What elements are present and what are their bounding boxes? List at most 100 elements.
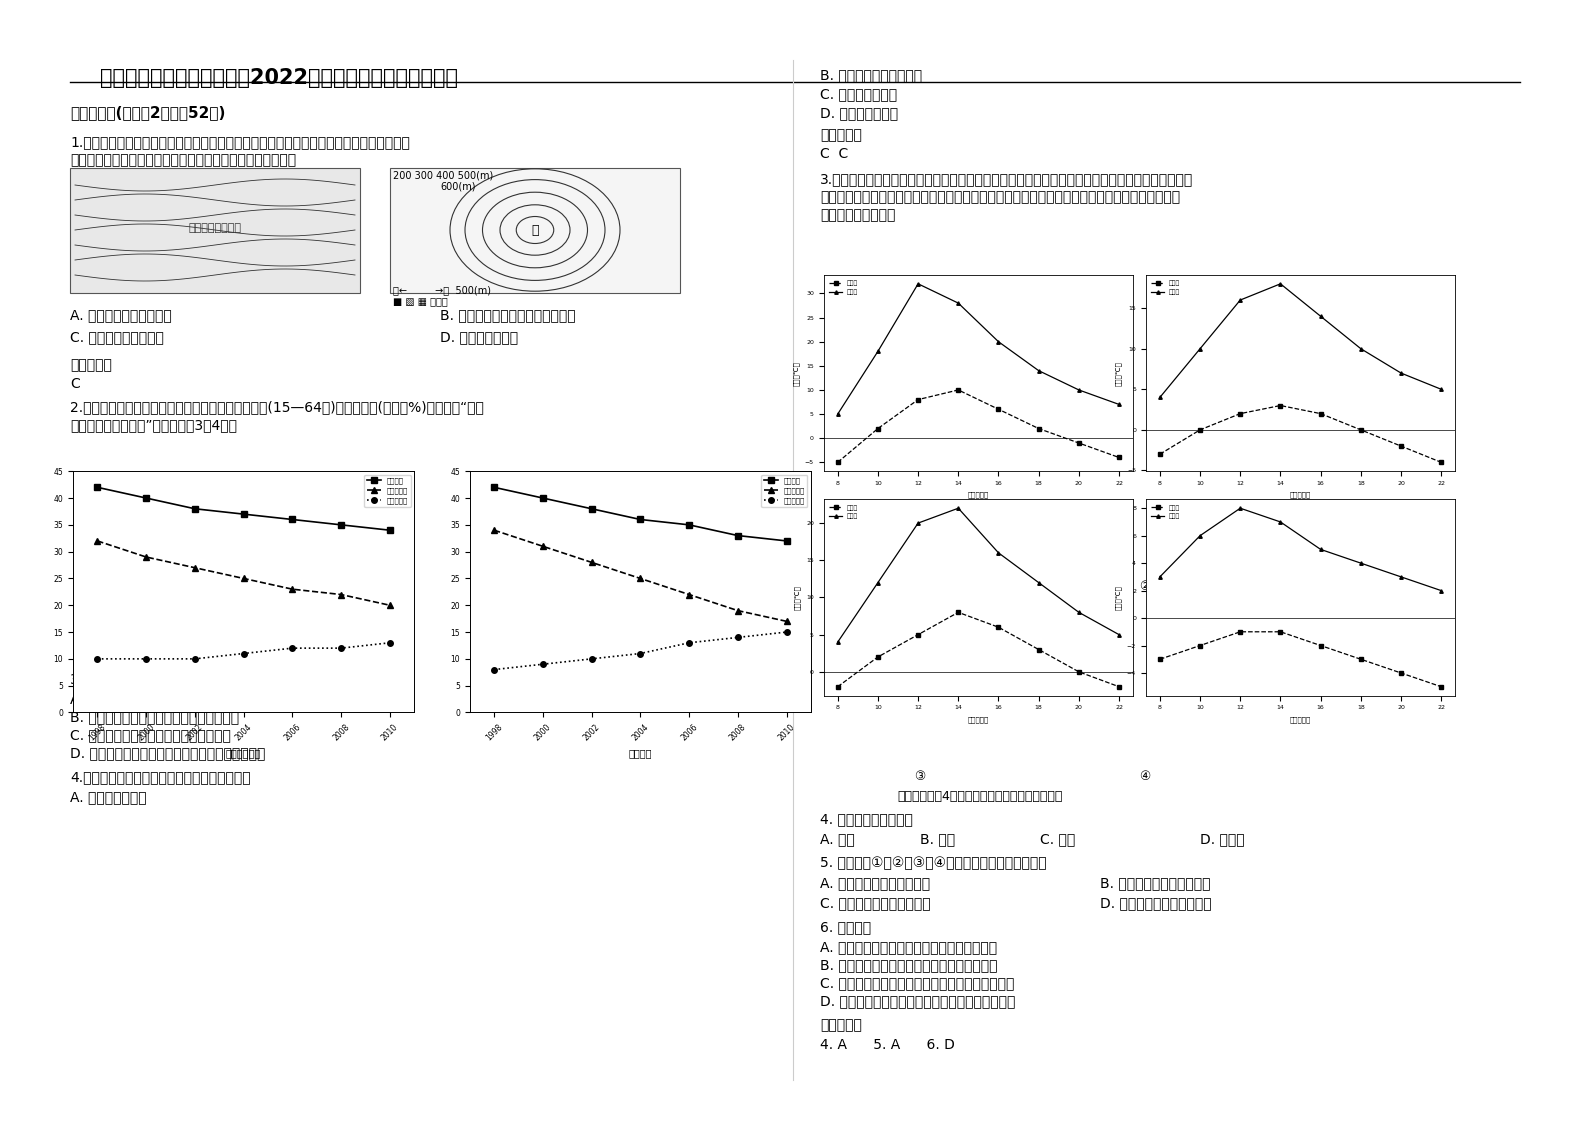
Text: A. 温度条件直接影响温室郁金香的质量和花期: A. 温度条件直接影响温室郁金香的质量和花期 — [820, 940, 997, 954]
Text: 图，完成下列各题。: 图，完成下列各题。 — [820, 208, 895, 222]
Text: A. 全国总抚养比与少儿抚养比总体成正相关: A. 全国总抚养比与少儿抚养比总体成正相关 — [70, 692, 238, 706]
总抚养比 — [728, 528, 747, 542]
温室内 — [1028, 576, 1047, 589]
X-axis label: 时间（时）: 时间（时） — [1290, 716, 1311, 723]
温室外 — [828, 680, 847, 693]
Legend: 总抚养比, 少儿抚养比, 老人抚养比: 总抚养比, 少儿抚养比, 老人抚养比 — [762, 475, 808, 507]
X-axis label: 时间（时）: 时间（时） — [968, 491, 989, 498]
少儿抚养比 — [679, 588, 698, 601]
温室内 — [949, 502, 968, 515]
Text: C: C — [70, 377, 79, 390]
温室外 — [1431, 680, 1451, 693]
Line: 温室内: 温室内 — [1159, 282, 1443, 399]
总抚养比 — [136, 491, 156, 505]
Line: 温室外: 温室外 — [836, 388, 1120, 465]
温室外 — [1392, 440, 1411, 453]
温室内 — [1070, 384, 1089, 397]
温室外 — [1271, 398, 1290, 412]
Text: 2.人口抚养比是区域内非劳动年龄人口数与劳动年龄(15—64岁)人口数之比(单位：%)。下图为“全国: 2.人口抚养比是区域内非劳动年龄人口数与劳动年龄(15—64岁)人口数之比(单位… — [70, 401, 484, 414]
温室外 — [909, 628, 928, 642]
总抚养比 — [778, 534, 797, 548]
老人抚养比 — [778, 625, 797, 638]
Text: 大。下图为冬季某地日光温室晴天、雨天、多云、雪天四种天气条件下，室内外温度的日变化。读: 大。下图为冬季某地日光温室晴天、雨天、多云、雪天四种天气条件下，室内外温度的日变… — [820, 190, 1181, 204]
老人抚养比 — [87, 652, 106, 665]
总抚养比 — [630, 513, 649, 526]
温室内 — [1431, 383, 1451, 396]
Text: C. 雪天、晴天、多云、雨天: C. 雪天、晴天、多云、雨天 — [820, 896, 930, 910]
Text: A. 晴天、多云、雨天、雪天: A. 晴天、多云、雨天、雪天 — [820, 876, 930, 890]
温室外 — [828, 456, 847, 469]
Text: B. 甲处为向斜构造，乙为背斜构造: B. 甲处为向斜构造，乙为背斜构造 — [440, 309, 576, 322]
Text: 1.沉积岩层在形成时一般是呈水平分布，上面的较新，下面的较老。地壳运动会使水平岩层: 1.沉积岩层在形成时一般是呈水平分布，上面的较新，下面的较老。地壳运动会使水平岩… — [70, 135, 409, 149]
Legend: 温室外, 温室内: 温室外, 温室内 — [827, 503, 860, 522]
老人抚养比 — [728, 631, 747, 644]
Text: C. 甲省少儿抚养比明显高于全国平均水平: C. 甲省少儿抚养比明显高于全国平均水平 — [70, 728, 230, 742]
温室内 — [949, 296, 968, 310]
Text: 3.近年日光温室鲜切花产业发展较快，但反季节框培郁金香、百合等鲜切花生产受自然环境的影响较: 3.近年日光温室鲜切花产业发展较快，但反季节框培郁金香、百合等鲜切花生产受自然环… — [820, 172, 1193, 186]
温室外 — [1151, 653, 1170, 666]
少儿抚养比 — [233, 572, 252, 586]
温室内 — [1190, 528, 1209, 542]
温室外 — [1028, 422, 1047, 435]
温室内 — [1190, 342, 1209, 356]
Y-axis label: 温度（℃）: 温度（℃） — [792, 360, 800, 386]
温室外 — [1190, 638, 1209, 652]
温室外 — [1232, 625, 1251, 638]
老人抚养比 — [533, 657, 552, 671]
温室外 — [1311, 638, 1330, 652]
Text: 600(m): 600(m) — [440, 181, 476, 191]
温室内 — [828, 635, 847, 649]
少儿抚养比 — [582, 555, 601, 569]
Line: 温室外: 温室外 — [1159, 631, 1443, 689]
Text: 4.全国总抚养比有下降趋势，其形成原因可能是: 4.全国总抚养比有下降趋势，其形成原因可能是 — [70, 770, 251, 784]
温室内 — [1151, 570, 1170, 583]
温室内 — [909, 277, 928, 291]
Text: 参考答案：: 参考答案： — [820, 1018, 862, 1032]
Text: 发生弯曲变形。关于下图中两幅地质构造图的描述，正确的是: 发生弯曲变形。关于下图中两幅地质构造图的描述，正确的是 — [70, 153, 297, 167]
Text: C. 雪天融雪过程释放热量，导致室外温度不断下降: C. 雪天融雪过程释放热量，导致室外温度不断下降 — [820, 976, 1014, 990]
温室外 — [1271, 625, 1290, 638]
Text: 及甲省抚养比统计图”，据图完成3～4题。: 及甲省抚养比统计图”，据图完成3～4题。 — [70, 419, 236, 432]
老人抚养比 — [233, 646, 252, 660]
温室外 — [1392, 666, 1411, 680]
Text: 乙: 乙 — [532, 223, 538, 237]
老人抚养比 — [484, 663, 503, 677]
Text: D. 乙处有河流发育: D. 乙处有河流发育 — [440, 330, 517, 344]
温室外 — [1232, 407, 1251, 421]
Text: 4. A      5. A      6. D: 4. A 5. A 6. D — [820, 1038, 955, 1052]
Text: B. 全国总抚养比与老人抚养比总体成负相关: B. 全国总抚养比与老人抚养比总体成负相关 — [70, 710, 240, 724]
少儿抚养比 — [778, 615, 797, 628]
Line: 总抚养比: 总抚养比 — [95, 485, 392, 533]
温室内 — [1431, 583, 1451, 597]
总抚养比 — [87, 480, 106, 494]
温室外 — [989, 403, 1008, 416]
Text: ④: ④ — [1139, 770, 1151, 783]
少儿抚养比 — [484, 524, 503, 537]
总抚养比 — [533, 491, 552, 505]
Text: C. 甲为良好的储水构造: C. 甲为良好的储水构造 — [70, 330, 163, 344]
少儿抚养比 — [630, 572, 649, 586]
温室外 — [1151, 448, 1170, 461]
Text: 3.关于图中信息的描述，错误的是: 3.关于图中信息的描述，错误的是 — [70, 672, 200, 686]
少儿抚养比 — [87, 534, 106, 548]
Y-axis label: 温度（℃）: 温度（℃） — [794, 585, 800, 610]
温室内 — [1070, 606, 1089, 619]
温室内 — [989, 546, 1008, 560]
总抚养比 — [233, 507, 252, 521]
X-axis label: 时间（时）: 时间（时） — [968, 716, 989, 723]
温室外 — [1431, 456, 1451, 469]
Line: 老人抚养比: 老人抚养比 — [95, 640, 392, 662]
Text: B. 晴天和雨天温室外温度下降幅度较温室内小: B. 晴天和雨天温室外温度下降幅度较温室内小 — [820, 958, 998, 972]
温室外 — [1070, 436, 1089, 450]
温室内 — [1392, 367, 1411, 380]
Text: ③: ③ — [914, 770, 925, 783]
Text: 参考答案：: 参考答案： — [820, 128, 862, 142]
X-axis label: 全国平均水平: 全国平均水平 — [225, 747, 262, 757]
温室内 — [1232, 293, 1251, 306]
老人抚养比 — [582, 652, 601, 665]
温室内 — [828, 407, 847, 421]
Text: 甲图（断层示意）: 甲图（断层示意） — [189, 223, 241, 233]
温室外 — [1109, 680, 1128, 693]
Text: 湖北省黄石市八一军垃中剸2022年高三地理期末试题含解析: 湖北省黄石市八一军垃中剸2022年高三地理期末试题含解析 — [100, 68, 459, 88]
Text: A. 甲地地貌是断层形成的: A. 甲地地貌是断层形成的 — [70, 309, 171, 322]
